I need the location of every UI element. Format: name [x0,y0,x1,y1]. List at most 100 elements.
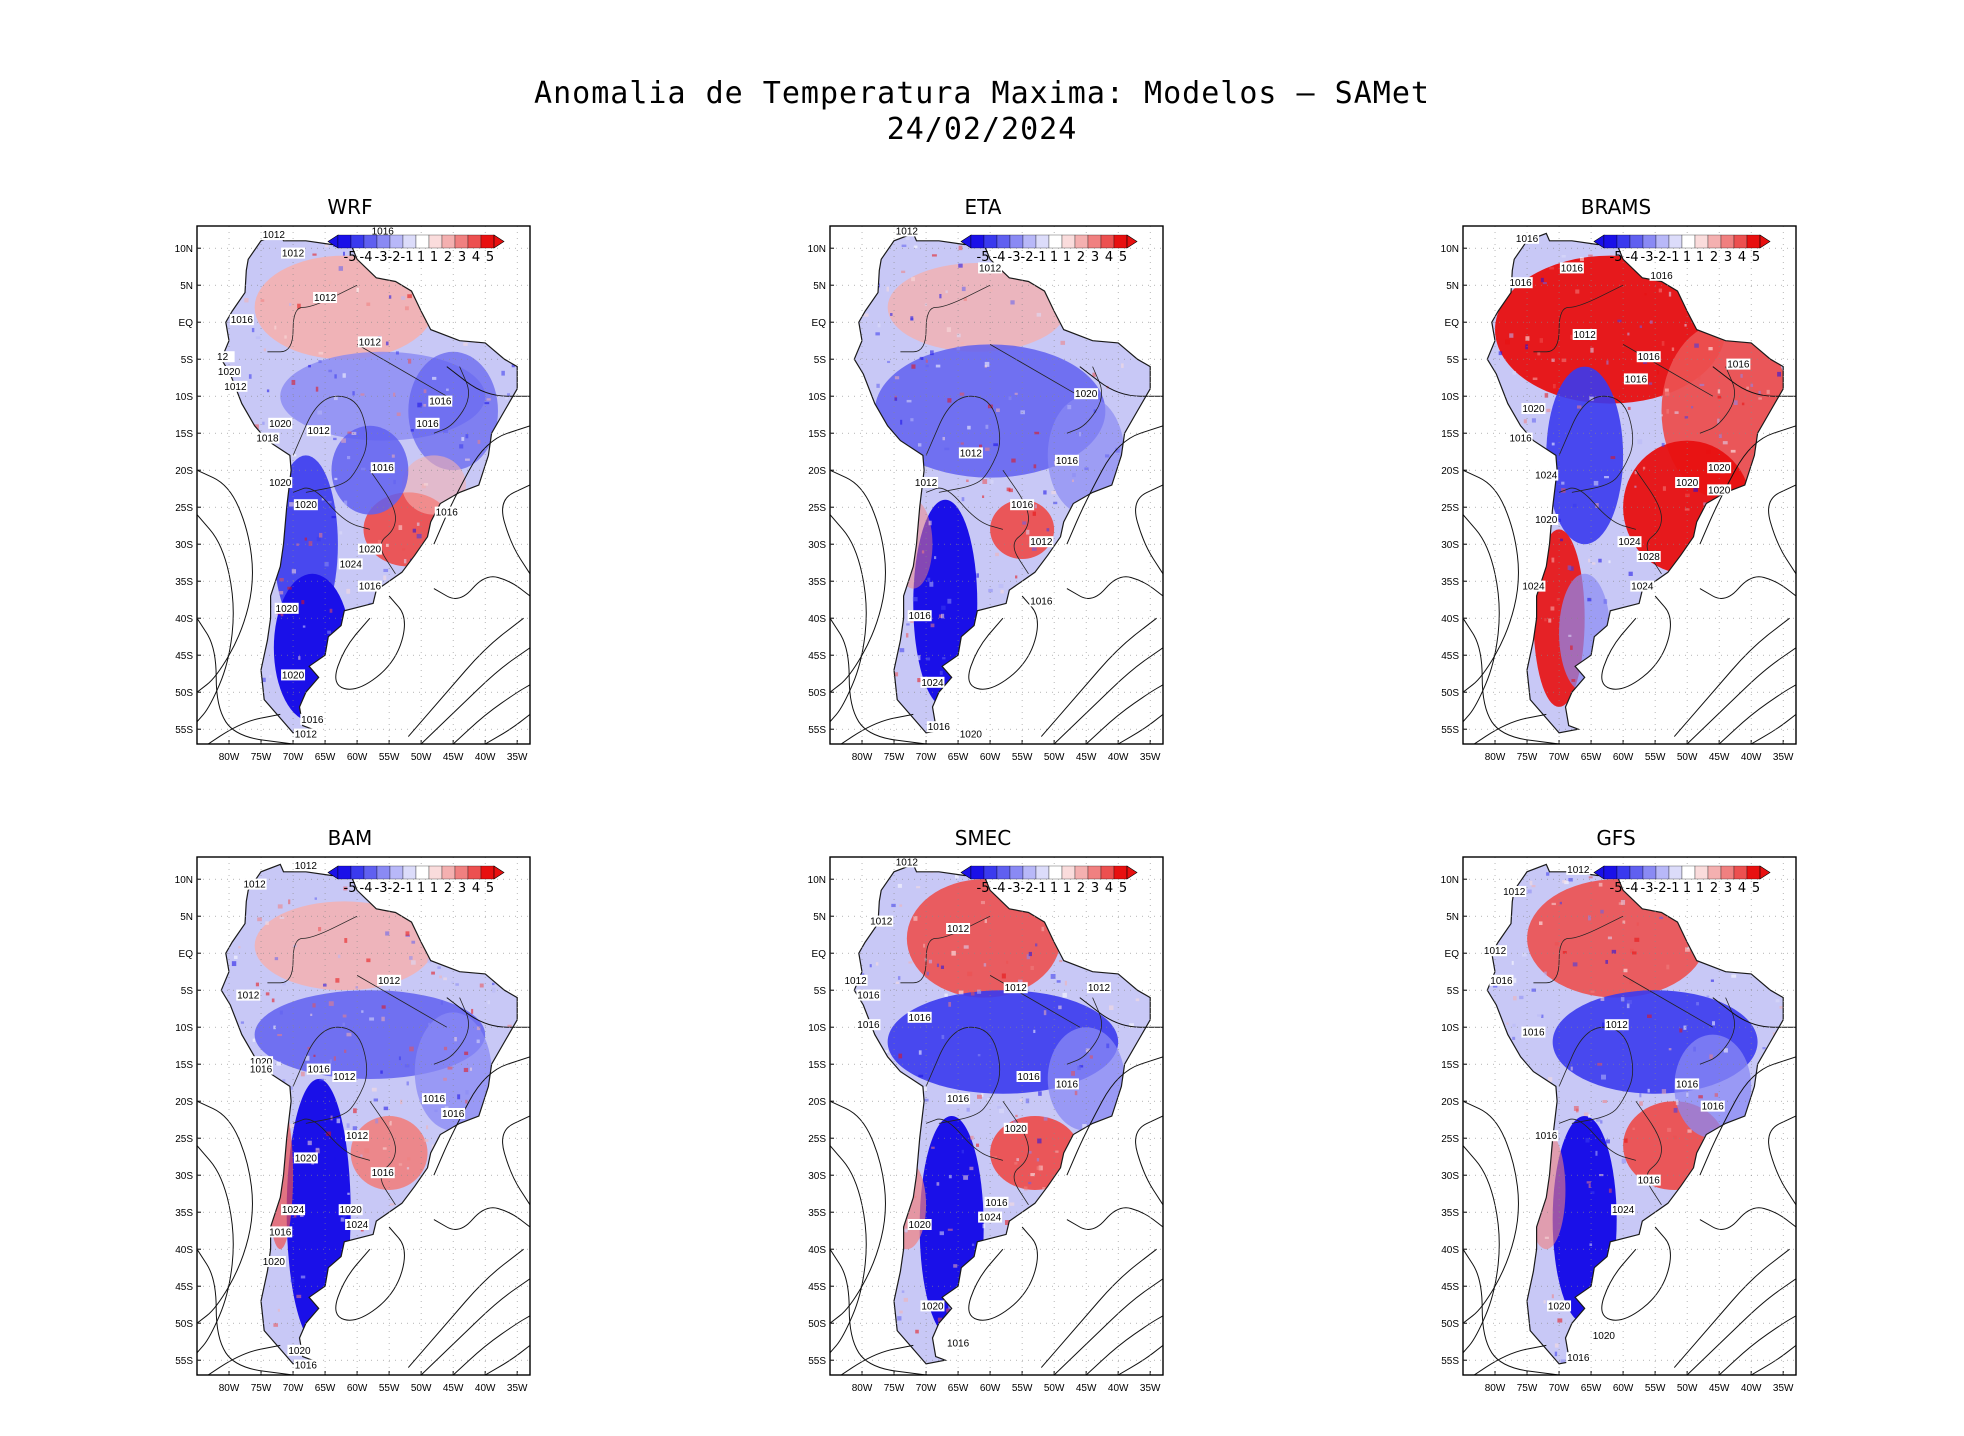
lat-label: 10S [1441,1023,1459,1034]
isobar-line [484,1345,530,1375]
coastline [1486,232,1784,734]
anomaly-speck [417,1246,420,1249]
anomaly-speck [1668,1048,1672,1051]
anomaly-speck [512,705,516,710]
anomaly-speck [1141,437,1145,440]
anomaly-speck [1636,922,1639,926]
colorbar: -5 -4 -3 -2 -1 1 1 2 3 4 5 [327,234,505,265]
anomaly-speck [267,1195,273,1198]
lat-label: 10S [808,1023,826,1034]
anomaly-speck [1513,1297,1517,1302]
anomaly-speck [1033,1340,1037,1344]
lat-label: 50S [808,1319,826,1330]
anomaly-speck [1139,1105,1143,1109]
colorbar-label: -4 [1626,881,1639,896]
anomaly-speck [1684,1271,1688,1276]
anomaly-speck [328,369,333,373]
lon-label: 60W [1613,1383,1634,1394]
anomaly-speck [231,433,236,437]
anomaly-speck [1661,1089,1667,1095]
anomaly-speck [1525,1207,1530,1212]
colorbar-label: 3 [1724,881,1732,896]
anomaly-speck [947,398,952,403]
anomaly-speck [513,1335,518,1340]
colorbar-cell [1616,865,1631,880]
anomaly-speck [1646,1264,1649,1268]
colorbar-cell [1655,865,1670,880]
anomaly-speck [1715,608,1719,612]
anomaly-speck [1709,1054,1713,1059]
anomaly-speck [1719,1255,1725,1258]
anomaly-speck [1605,1139,1610,1144]
lat-label: 15S [808,429,826,440]
political-border [356,975,447,1028]
anomaly-speck [521,1164,523,1168]
lat-label: EQ [1445,318,1460,329]
lat-label: 50S [1441,1319,1459,1330]
anomaly-speck [1137,1297,1141,1300]
anomaly-speck [446,388,449,391]
isobar-line [1768,484,1796,575]
isobar-label-bg [441,1108,466,1119]
anomaly-speck [1089,1055,1093,1059]
anomaly-speck [415,600,420,604]
anomaly-speck [300,1071,305,1077]
anomaly-speck [936,963,940,968]
colorbar-label: 1 [1063,250,1071,265]
lat-label: 45S [1441,651,1459,662]
anomaly-speck [1508,1212,1512,1218]
anomaly-speck [1624,1138,1628,1143]
anomaly-speck [407,294,412,299]
anomaly-speck [312,253,317,256]
anomaly-speck [1757,316,1763,321]
isobar-line [1066,1207,1163,1230]
isobar-line [1053,647,1163,744]
isobar-line [1085,684,1163,744]
colorbar-cell [441,865,456,880]
anomaly-blob [1527,1130,1566,1250]
anomaly-speck [1608,1188,1612,1193]
isobar-line [446,366,530,397]
isobar-label-bg [313,292,338,303]
anomaly-speck [895,981,900,984]
isobar-label: 1024 [1618,537,1641,548]
anomaly-speck [241,1171,247,1177]
anomaly-speck [964,1317,970,1321]
anomaly-speck [1560,538,1564,542]
isobar-line [1066,425,1163,545]
anomaly-speck [1631,609,1636,613]
anomaly-speck [476,1228,481,1232]
anomaly-speck [304,537,308,541]
anomaly-speck [930,350,934,356]
anomaly-speck [1702,622,1707,628]
anomaly-speck [328,280,332,285]
anomaly-speck [1141,905,1145,911]
anomaly-speck [467,1184,470,1188]
isobar-label-bg [958,728,983,740]
anomaly-speck [1693,1046,1696,1052]
isobar-label: 1016 [1490,976,1513,987]
colorbar-cell [454,865,469,880]
lat-label: 45S [1441,1282,1459,1293]
anomaly-speck [1139,456,1144,460]
anomaly-speck [1041,926,1045,932]
anomaly-speck [1106,704,1109,708]
anomaly-speck [1601,1074,1606,1080]
anomaly-speck [1603,697,1607,701]
anomaly-speck [1605,689,1611,693]
anomaly-speck [296,1294,302,1299]
isobar-line [335,595,405,690]
lon-label: 55W [1012,1383,1033,1394]
lat-label: 5N [813,281,826,292]
anomaly-speck [1664,391,1670,396]
anomaly-speck [221,452,225,458]
anomaly-speck [435,524,438,530]
isobar-label-bg [281,669,306,681]
lat-label: EQ [179,318,194,329]
anomaly-speck [1082,897,1086,902]
isobar-label-bg [1534,469,1559,481]
anomaly-speck [1487,1159,1492,1164]
anomaly-speck [1496,442,1502,447]
anomaly-speck [1723,1344,1727,1347]
anomaly-speck [1141,351,1145,356]
